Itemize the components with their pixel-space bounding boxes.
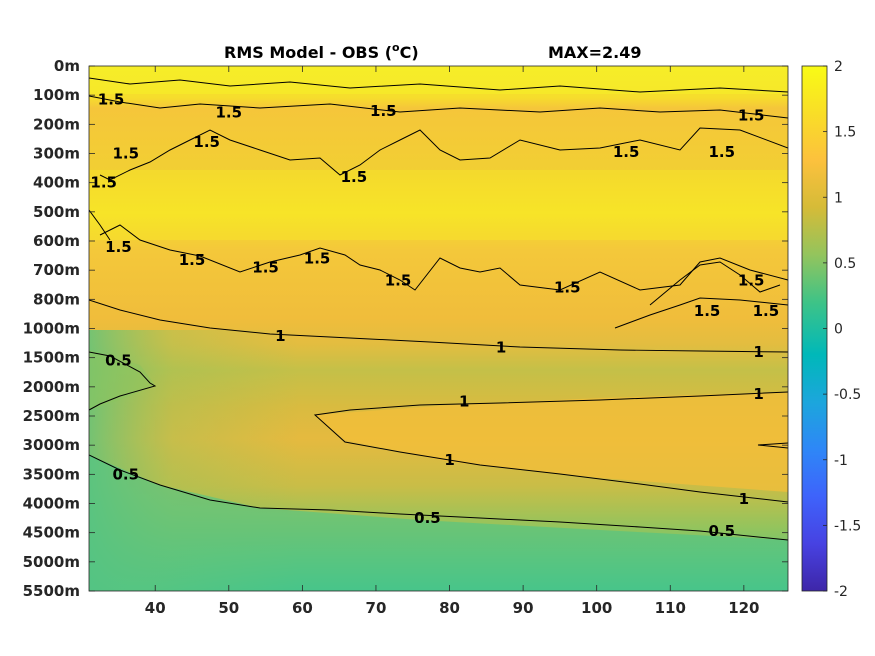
field-surface-band <box>89 66 788 94</box>
contour-label: 1 <box>444 451 454 469</box>
colorbar-tick-label: 2 <box>834 59 843 75</box>
y-tick-label: 600m <box>33 232 80 250</box>
contour-label: 1.5 <box>385 271 412 289</box>
contour-label: 1.5 <box>738 271 765 289</box>
contour-label: 1.5 <box>179 251 206 269</box>
y-tick-label: 1500m <box>23 349 80 367</box>
x-axis: 40 50 60 70 80 90 100 110 120 <box>145 66 760 617</box>
y-tick-label: 2000m <box>23 378 80 396</box>
contour-label: 1.5 <box>554 279 581 297</box>
contour-label: 1.5 <box>90 174 117 192</box>
contour-label: 0.5 <box>113 465 140 483</box>
y-tick-label: 2500m <box>23 407 80 425</box>
contour-label: 1 <box>275 327 285 345</box>
contour-label: 1 <box>739 490 749 508</box>
contour-label: 1 <box>459 392 469 410</box>
y-tick-label: 700m <box>33 261 80 279</box>
y-tick-label: 500m <box>33 203 80 221</box>
contour-label: 1 <box>496 338 506 356</box>
contour-label: 0.5 <box>414 509 441 527</box>
contour-0.5-lower <box>89 454 788 541</box>
contour-label: 1.5 <box>98 91 125 109</box>
y-tick-label: 3500m <box>23 465 80 483</box>
contour-lines <box>89 77 788 541</box>
contour-label: 1.5 <box>252 258 279 276</box>
contour-label: 1.5 <box>694 302 721 320</box>
contour-label: 1.5 <box>738 107 765 125</box>
contour-label: 1.5 <box>341 168 368 186</box>
contour-label: 1.5 <box>216 104 243 122</box>
contour-label: 1.5 <box>708 143 735 161</box>
contour-label: 1.5 <box>304 250 331 268</box>
contour-1.5-lower-left <box>89 209 111 241</box>
field-warm-core <box>315 392 788 492</box>
max-label: MAX=2.49 <box>548 43 642 62</box>
colorbar-tick-label: -1 <box>834 453 848 469</box>
contour-1-lower <box>313 391 788 503</box>
x-tick-label: 90 <box>513 599 534 617</box>
x-tick-label: 120 <box>728 599 759 617</box>
colorbar <box>801 65 828 592</box>
x-tick-label: 100 <box>581 599 612 617</box>
colorbar-tick-label: 1 <box>834 190 843 206</box>
contour-labels: 11 11 1110.50.50.50.51.51.51.51.51.51.51.5… <box>90 91 779 541</box>
contour-label: 1.5 <box>193 133 220 151</box>
x-tick-label: 60 <box>292 599 313 617</box>
contour-label: 1.5 <box>370 102 397 120</box>
y-tick-label: 4000m <box>23 495 80 513</box>
colorbar-tick-label: -0.5 <box>834 387 861 403</box>
title-unit-end: C) <box>400 43 419 62</box>
contour-1.5-upper <box>89 95 788 119</box>
contour-label: 1.5 <box>105 238 132 256</box>
contour-label: 0.5 <box>105 352 132 370</box>
y-tick-label: 300m <box>33 145 80 163</box>
contour-1.5-band <box>99 224 788 291</box>
y-tick-label: 3000m <box>23 436 80 454</box>
x-tick-label: 110 <box>655 599 686 617</box>
title-unit-superscript: o <box>392 41 400 54</box>
y-tick-label: 5500m <box>23 582 80 600</box>
contour-2-surface <box>89 77 788 93</box>
contour-0.5-left <box>89 351 157 411</box>
contour-1-upper <box>89 299 788 353</box>
field-cool-patch <box>89 350 155 410</box>
contour-1.5-right-lobe <box>614 261 788 329</box>
y-tick-label: 400m <box>33 174 80 192</box>
y-tick-label: 200m <box>33 115 80 133</box>
x-tick-label: 70 <box>366 599 387 617</box>
contour-1-right-sliver <box>757 442 788 449</box>
contour-label: 1 <box>753 385 763 403</box>
colorbar-ticks: 2 1.5 1 0.5 0 -0.5 -1 -1.5 -2 <box>823 59 861 600</box>
colorbar-tick-label: 0 <box>834 322 843 338</box>
y-tick-label: 4500m <box>23 524 80 542</box>
y-axis: 0m 100m 200m 300m 400m 500m 600m 700m 800m 1000m 1… <box>23 57 788 600</box>
contour-1.5-mid <box>99 127 788 181</box>
y-tick-label: 1000m <box>23 320 80 338</box>
colorbar-tick-label: 0.5 <box>834 256 856 272</box>
y-tick-label: 800m <box>33 290 80 308</box>
field-mid-band <box>89 170 788 240</box>
contour-label: 1 <box>753 343 763 361</box>
colorbar-tick-label: 1.5 <box>834 125 856 141</box>
y-tick-label: 100m <box>33 86 80 104</box>
contour-label: 1.5 <box>613 143 640 161</box>
chart-title: RMS Model - OBS (oC) <box>224 41 419 62</box>
colorbar-tick-label: -1.5 <box>834 518 861 534</box>
heatmap-field <box>89 66 788 591</box>
contour-label: 1.5 <box>113 145 140 163</box>
x-tick-label: 80 <box>439 599 460 617</box>
contour-label: 1.5 <box>753 302 780 320</box>
y-tick-label: 0m <box>54 57 80 75</box>
field-cool-tail <box>89 455 788 591</box>
x-tick-label: 40 <box>145 599 166 617</box>
y-tick-label: 5000m <box>23 553 80 571</box>
x-tick-label: 50 <box>218 599 239 617</box>
contour-label: 0.5 <box>708 522 735 540</box>
colorbar-tick-label: -2 <box>834 584 848 600</box>
